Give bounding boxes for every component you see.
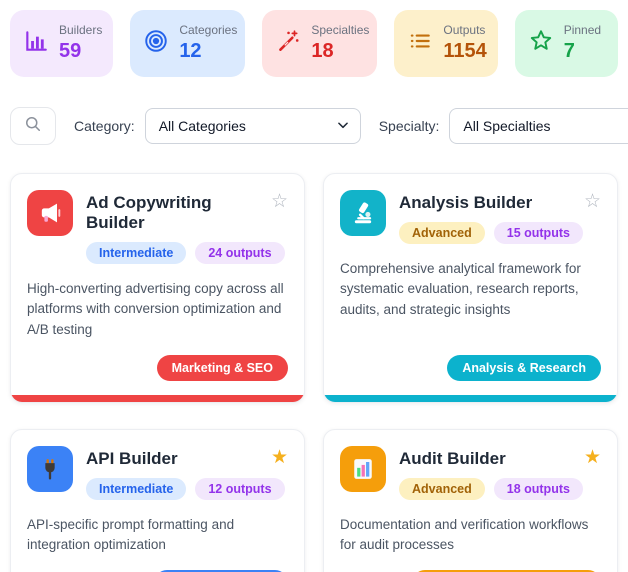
filter-bar: Category: All Categories Specialty: All … (0, 107, 628, 145)
category-badge: Analysis & Research (447, 354, 601, 381)
card-description: API-specific prompt formatting and integ… (27, 516, 235, 552)
magic-wand-icon (275, 28, 301, 59)
microscope-icon (340, 190, 386, 236)
builder-cards-grid: Ad Copywriting Builder ☆ Intermediate 24… (0, 173, 628, 572)
category-select[interactable]: All Categories (144, 108, 361, 144)
category-badge: Marketing & SEO (156, 354, 288, 381)
outputs-badge: 24 outputs (195, 242, 285, 264)
card-description: Comprehensive analytical framework for s… (340, 261, 581, 317)
card-title: Analysis Builder (399, 193, 533, 212)
level-badge: Advanced (399, 222, 485, 244)
builder-card-api[interactable]: API Builder ★ Intermediate 12 outputs AP… (10, 428, 305, 572)
list-icon (407, 28, 433, 59)
bar-chart-icon (23, 28, 49, 59)
stat-value: 7 (563, 39, 575, 62)
stat-card-pinned: Pinned 7 (514, 10, 618, 77)
concentric-circles-icon (143, 28, 169, 59)
megaphone-icon (27, 190, 73, 236)
specialty-select-value: All Specialties (463, 118, 551, 134)
card-title: Audit Builder (399, 448, 506, 468)
stat-card-builders: Builders 59 (10, 10, 114, 77)
card-accent-bar (324, 394, 617, 402)
pin-star-icon[interactable]: ☆ (270, 191, 288, 212)
stat-label: Specialties (311, 23, 370, 38)
stats-row: Builders 59 Categories 12 (0, 0, 628, 77)
level-badge: Intermediate (86, 242, 187, 264)
pin-star-icon[interactable]: ★ (583, 446, 601, 468)
card-description: High-converting advertising copy across … (27, 281, 284, 337)
stat-label: Pinned (563, 23, 602, 38)
stat-label: Outputs (443, 23, 486, 38)
stat-card-specialties: Specialties 18 (262, 10, 378, 77)
outputs-badge: 18 outputs (493, 477, 583, 500)
category-badge: Compliance & Governance (411, 570, 601, 572)
level-badge: Advanced (399, 477, 485, 500)
chevron-down-icon (336, 118, 350, 135)
builder-card-analysis[interactable]: Analysis Builder ☆ Advanced 15 outputs C… (323, 173, 618, 403)
card-accent-bar (11, 394, 304, 402)
level-badge: Intermediate (86, 477, 187, 500)
mini-bar-chart-icon (340, 445, 386, 492)
stat-card-outputs: Outputs 1154 (394, 10, 498, 77)
builder-card-ad-copywriting[interactable]: Ad Copywriting Builder ☆ Intermediate 24… (10, 173, 305, 403)
card-description: Documentation and verification workflows… (340, 516, 589, 552)
stat-label: Categories (179, 23, 238, 38)
specialty-filter-label: Specialty: (378, 118, 440, 134)
outputs-badge: 12 outputs (195, 477, 285, 500)
plug-icon (27, 445, 73, 492)
stat-card-categories: Categories 12 (130, 10, 246, 77)
stat-value: 18 (311, 39, 334, 62)
pin-star-icon[interactable]: ☆ (583, 191, 601, 212)
search-input[interactable] (10, 107, 56, 145)
specialty-select[interactable]: All Specialties (449, 108, 628, 144)
magnifier-icon (23, 114, 43, 139)
stat-label: Builders (59, 23, 103, 38)
outputs-badge: 15 outputs (493, 222, 583, 244)
builder-card-audit[interactable]: Audit Builder ★ Advanced 18 outputs Docu… (323, 428, 618, 572)
stat-value: 59 (59, 39, 82, 62)
stat-value: 1154 (443, 39, 487, 62)
star-outline-icon (528, 28, 554, 59)
stat-value: 12 (179, 39, 202, 62)
card-title: Ad Copywriting Builder (86, 193, 212, 232)
category-badge: Technical & Code (154, 570, 288, 572)
category-select-value: All Categories (158, 118, 246, 134)
pin-star-icon[interactable]: ★ (270, 446, 288, 468)
category-filter-label: Category: (74, 118, 135, 134)
card-title: API Builder (86, 448, 178, 468)
